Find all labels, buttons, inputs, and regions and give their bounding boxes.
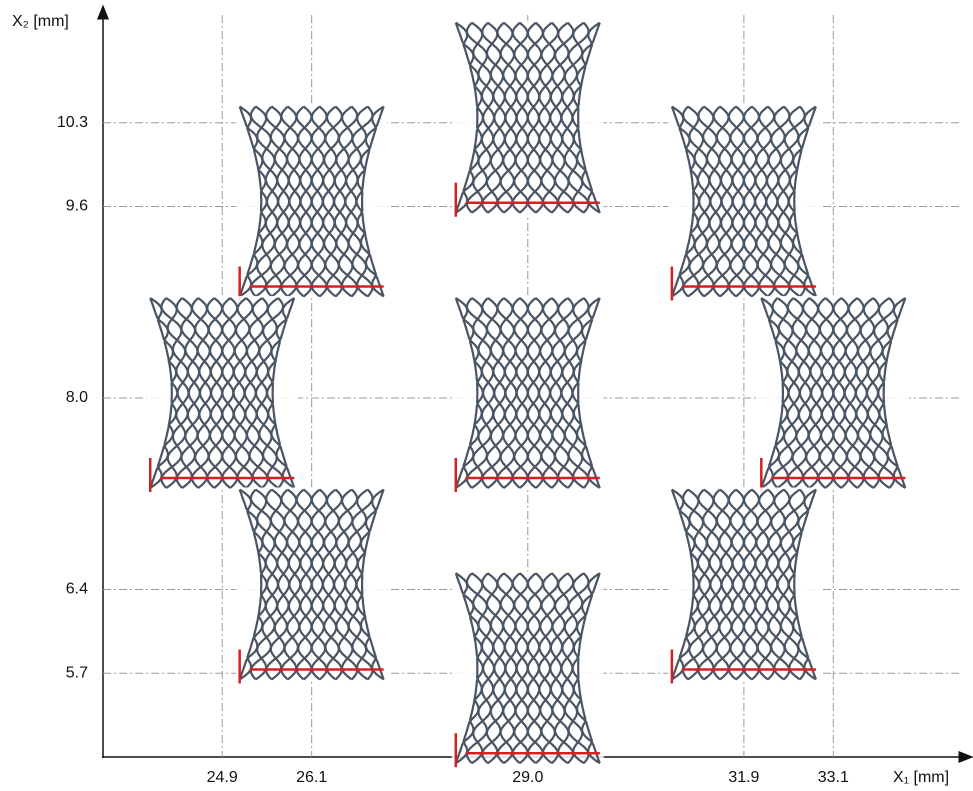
stent-point [452,571,604,767]
y-axis-label: X₂ [mm] [12,13,69,30]
y-tick-label: 9.6 [66,198,88,215]
y-tick-label: 10.3 [57,114,88,131]
x-tick-label: 29.0 [512,769,543,786]
stent-point [452,296,604,492]
x-tick-label: 26.1 [296,769,327,786]
stent-point [452,21,604,217]
stent-point [668,487,820,683]
x-tick-label: 31.9 [728,769,759,786]
stent-point [146,296,298,492]
x-axis-label: X₁ [mm] [893,769,949,786]
y-tick-label: 5.7 [66,664,88,681]
y-tick-label: 8.0 [66,389,88,406]
stent-point [757,296,909,492]
chart: X₂ [mm] X₁ [mm] 5.7 6.4 8.0 9.6 10.3 24.9 26.1… [0,0,973,791]
y-tick-label: 6.4 [66,581,88,598]
x-tick-label: 24.9 [207,769,238,786]
stent-point [236,104,388,300]
stent-point [668,104,820,300]
x-tick-label: 33.1 [818,769,849,786]
stent-point [236,487,388,683]
